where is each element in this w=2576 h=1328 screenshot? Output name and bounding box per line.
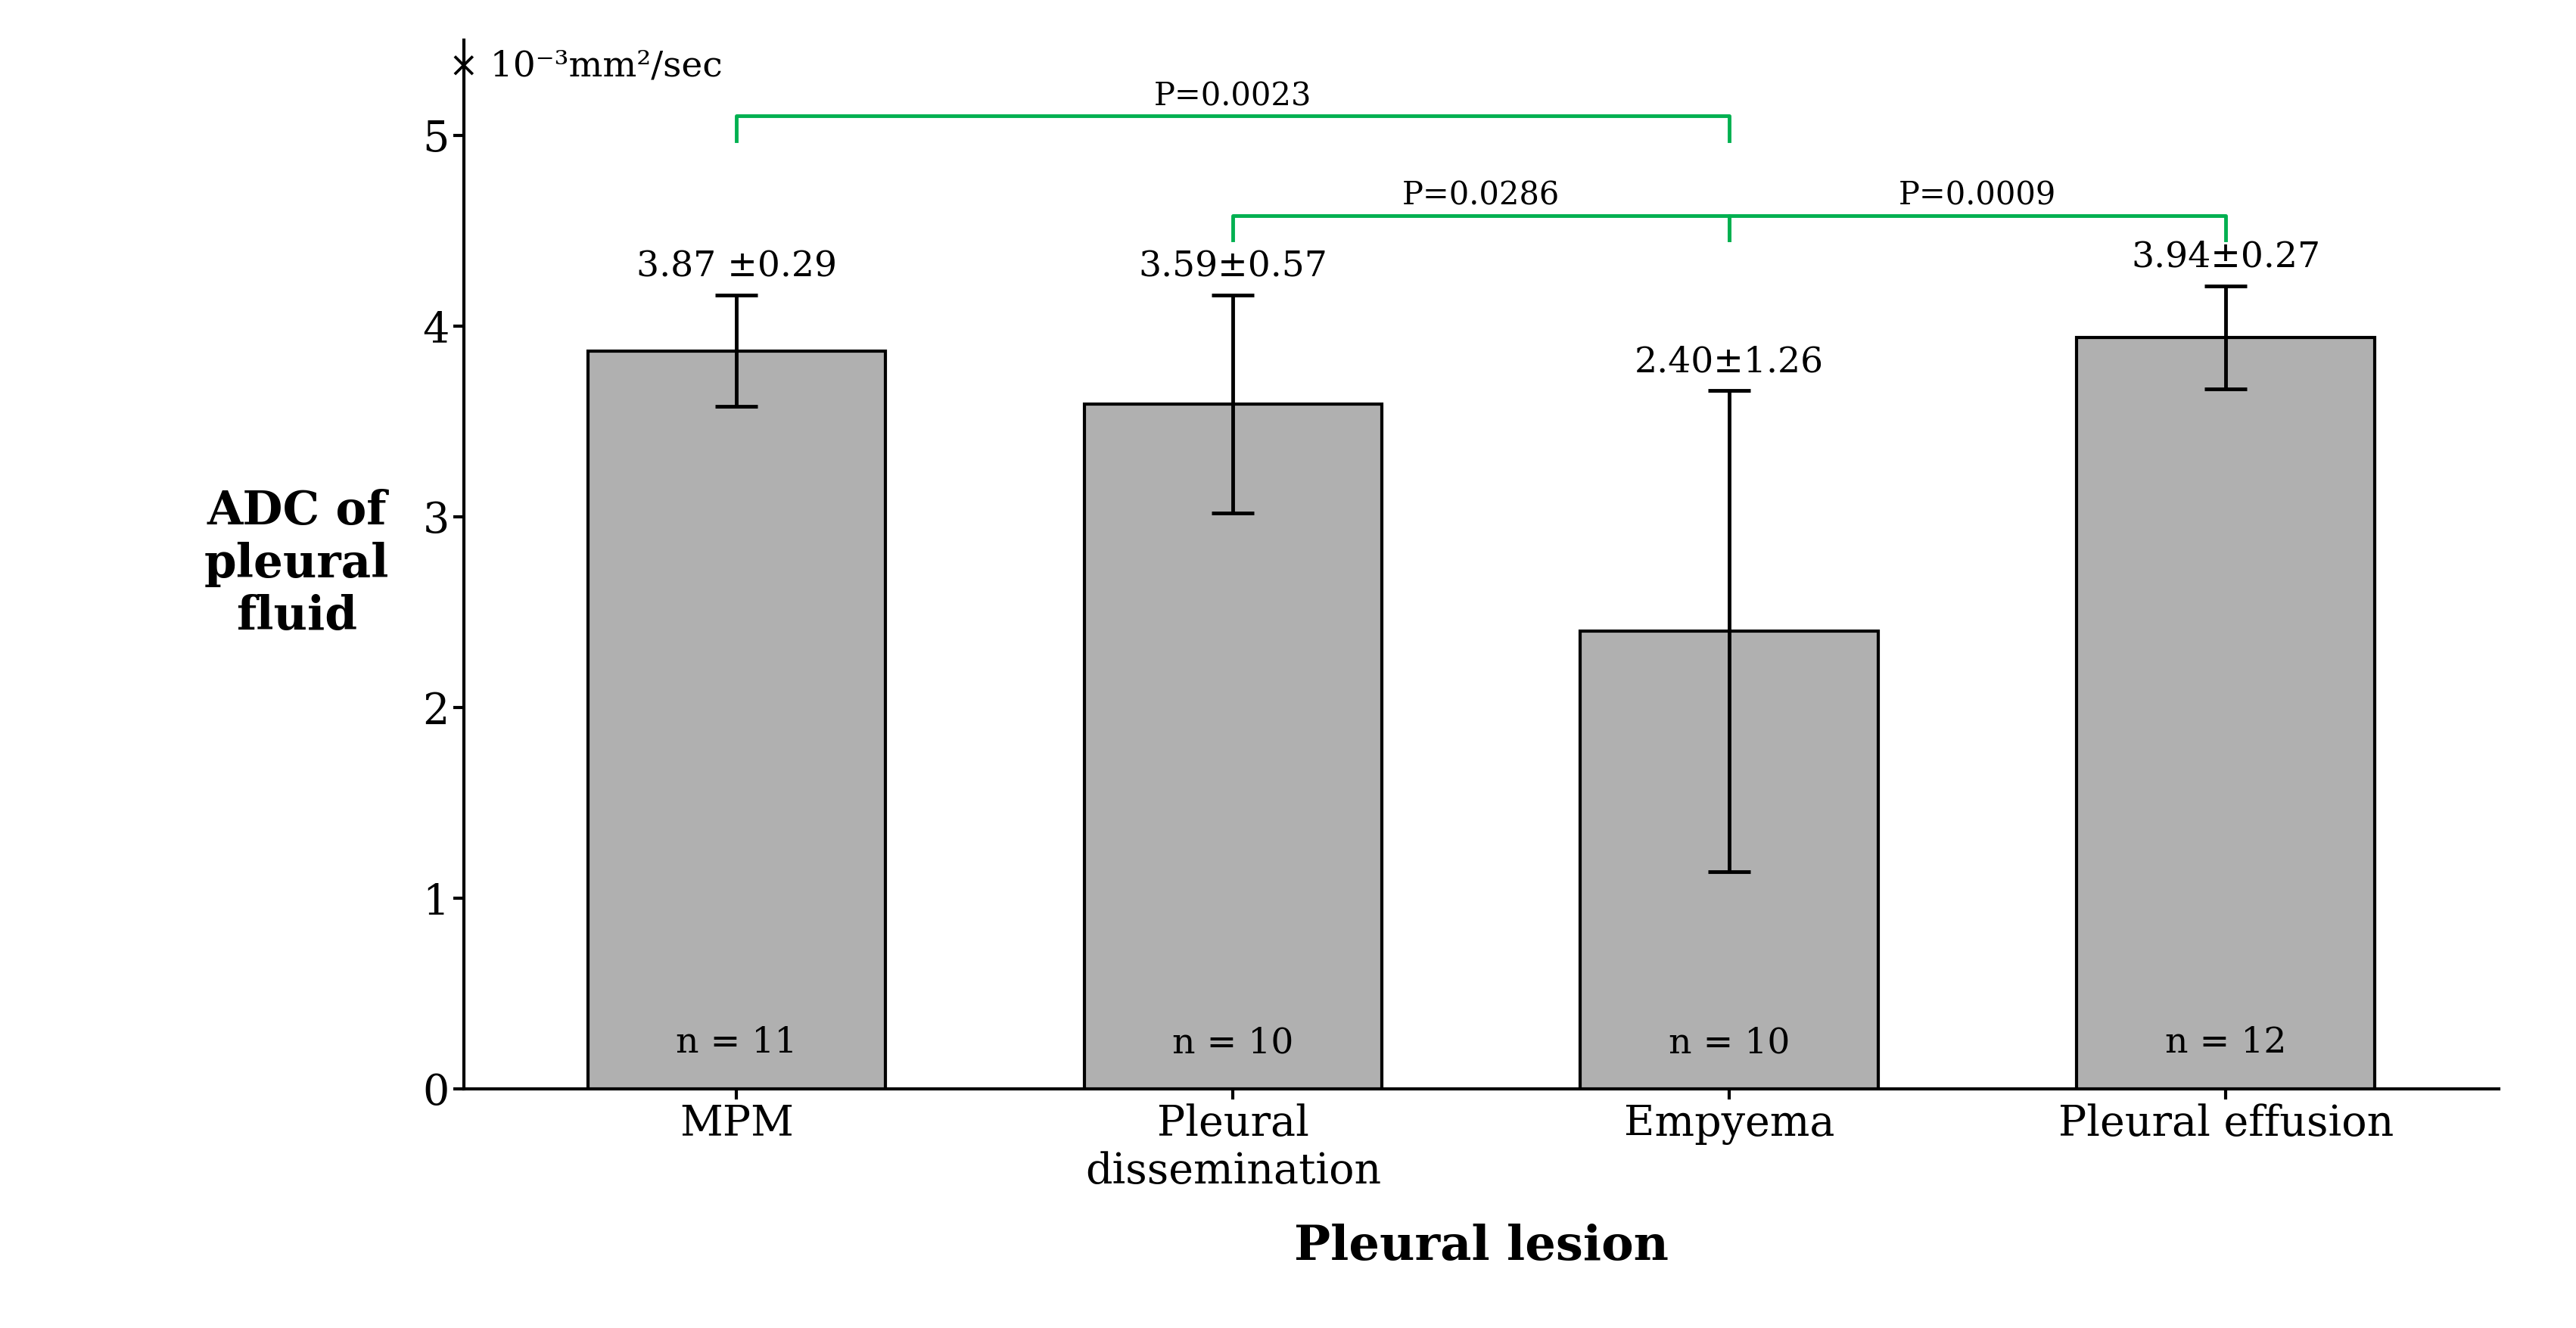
Text: n = 11: n = 11 <box>675 1027 799 1060</box>
Text: P=0.0009: P=0.0009 <box>1899 179 2056 211</box>
Bar <box>2076 337 2375 1089</box>
Text: 2.40±1.26: 2.40±1.26 <box>1636 345 1824 380</box>
Text: n = 10: n = 10 <box>1172 1027 1293 1060</box>
Text: 3.59±0.57: 3.59±0.57 <box>1139 250 1327 284</box>
Text: 3.94±0.27: 3.94±0.27 <box>2130 240 2321 275</box>
Text: n = 10: n = 10 <box>1669 1027 1790 1060</box>
Text: 3.87 ±0.29: 3.87 ±0.29 <box>636 250 837 284</box>
Bar <box>1582 631 1878 1089</box>
Text: n = 12: n = 12 <box>2164 1027 2287 1060</box>
X-axis label: Pleural lesion: Pleural lesion <box>1293 1224 1669 1270</box>
Y-axis label: ADC of
pleural
fluid: ADC of pleural fluid <box>204 489 389 640</box>
Bar <box>1084 404 1381 1089</box>
Text: P=0.0023: P=0.0023 <box>1154 81 1311 113</box>
Bar <box>587 351 886 1089</box>
Text: P=0.0286: P=0.0286 <box>1401 179 1561 211</box>
Text: × 10⁻³mm²/sec: × 10⁻³mm²/sec <box>448 49 721 84</box>
